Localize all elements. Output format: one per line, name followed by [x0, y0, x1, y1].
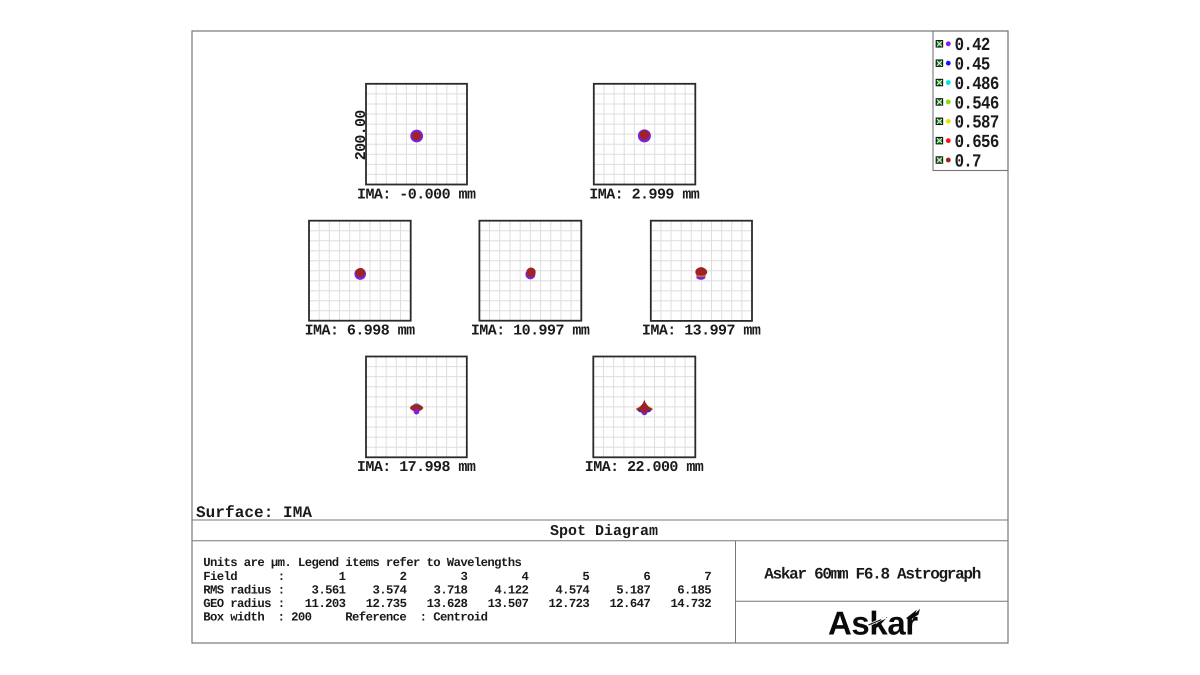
svg-text:Surface: IMA: Surface: IMA	[196, 504, 312, 522]
svg-text:IMA: 22.000 mm: IMA: 22.000 mm	[585, 459, 704, 476]
svg-text:Spot Diagram: Spot Diagram	[550, 523, 658, 540]
svg-text:Askar 60mm F6.8 Astrograph: Askar 60mm F6.8 Astrograph	[764, 566, 981, 584]
svg-text:0.587: 0.587	[955, 113, 1000, 134]
svg-text:IMA: 2.999 mm: IMA: 2.999 mm	[589, 186, 700, 203]
svg-text:RMS radius : 3.561 3.574: RMS radius : 3.561 3.574 3.718 4.122 4.5…	[203, 583, 711, 597]
svg-text:IMA: 17.998 mm: IMA: 17.998 mm	[357, 459, 476, 476]
svg-text:0.45: 0.45	[955, 55, 991, 76]
svg-text:200.00: 200.00	[353, 110, 370, 161]
svg-text:GEO radius : 11.203 12.735: GEO radius : 11.203 12.735 13.628 13.507…	[203, 597, 711, 611]
svg-text:0.486: 0.486	[955, 74, 1000, 95]
svg-text:0.7: 0.7	[955, 151, 982, 172]
svg-text:IMA: -0.000 mm: IMA: -0.000 mm	[357, 186, 476, 203]
svg-text:Box width : 200 Reference: Box width : 200 Reference : Centroid	[203, 611, 488, 625]
svg-text:0.42: 0.42	[955, 35, 991, 56]
svg-text:IMA: 10.997 mm: IMA: 10.997 mm	[471, 323, 590, 340]
svg-text:Units are µm. Legend items ref: Units are µm. Legend items refer to Wave…	[203, 556, 522, 570]
svg-text:0.546: 0.546	[955, 93, 1000, 114]
svg-text:0.656: 0.656	[955, 132, 1000, 153]
svg-text:IMA: 6.998 mm: IMA: 6.998 mm	[305, 323, 416, 340]
svg-text:Field : 1 2: Field : 1 2 3 4 5 6 7	[203, 570, 711, 584]
svg-text:IMA: 13.997 mm: IMA: 13.997 mm	[642, 323, 761, 340]
